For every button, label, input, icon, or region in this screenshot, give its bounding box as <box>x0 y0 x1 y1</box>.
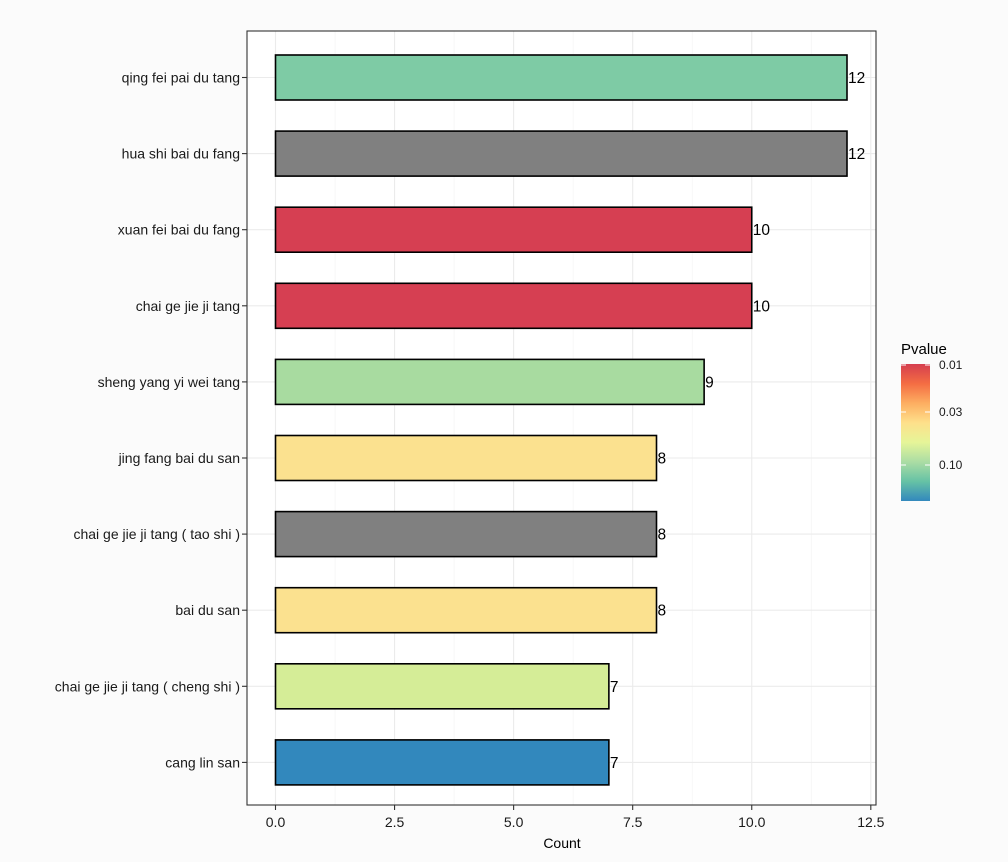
legend-label: 0.03 <box>939 405 963 419</box>
y-tick-label: xuan fei bai du fang <box>118 222 240 238</box>
bar <box>274 282 753 330</box>
legend-ticks: 0.01 0.03 0.10 <box>901 358 963 472</box>
bar <box>274 358 705 406</box>
x-axis-title: Count <box>543 835 580 851</box>
bar <box>274 586 658 634</box>
bar-value-label: 8 <box>658 451 667 468</box>
y-tick-label: bai du san <box>175 602 240 618</box>
y-tick-label: sheng yang yi wei tang <box>98 374 240 390</box>
bar <box>274 54 848 101</box>
y-tick-label: cang lin san <box>165 754 240 770</box>
x-tick-label: 10.0 <box>738 814 765 830</box>
bar-value-label: 12 <box>848 146 865 163</box>
bar-value-label: 10 <box>753 298 771 315</box>
bar-value-label: 7 <box>610 679 619 696</box>
y-tick-label: chai ge jie ji tang ( tao shi ) <box>73 526 240 542</box>
bar <box>274 434 658 482</box>
legend: Pvalue 0.01 0.03 0.10 <box>901 341 963 501</box>
bar-value-label: 9 <box>705 374 714 391</box>
bars: 12 12 10 10 9 8 8 8 7 7 <box>274 54 865 786</box>
x-tick-label: 7.5 <box>623 814 643 830</box>
bar <box>274 130 848 177</box>
x-tick-label: 12.5 <box>857 814 884 830</box>
y-tick-label: chai ge jie ji tang ( cheng shi ) <box>55 678 240 694</box>
x-tick-label: 2.5 <box>385 814 405 830</box>
plot-border <box>246 30 877 806</box>
y-tick-label: qing fei pai du tang <box>122 70 240 86</box>
x-tick-label: 5.0 <box>504 814 524 830</box>
x-tick-label: 0.0 <box>266 814 286 830</box>
bar-value-label: 12 <box>848 70 865 87</box>
bar-value-label: 8 <box>658 603 667 620</box>
legend-colorbar <box>901 364 930 501</box>
y-tick-label: hua shi bai du fang <box>122 146 240 162</box>
y-tick-label: chai ge jie ji tang <box>136 298 240 314</box>
bar <box>274 510 658 558</box>
bar-value-label: 8 <box>658 527 667 544</box>
legend-label: 0.10 <box>939 458 963 472</box>
bar <box>274 662 610 710</box>
bar <box>274 739 610 786</box>
legend-title: Pvalue <box>901 341 947 358</box>
axes: qing fei pai du tang hua shi bai du fang x… <box>55 30 885 830</box>
bar <box>274 206 753 253</box>
bar-value-label: 10 <box>753 222 771 239</box>
legend-label: 0.01 <box>939 358 963 372</box>
y-tick-label: jing fang bai du san <box>118 450 240 466</box>
bar-value-label: 7 <box>610 755 619 772</box>
